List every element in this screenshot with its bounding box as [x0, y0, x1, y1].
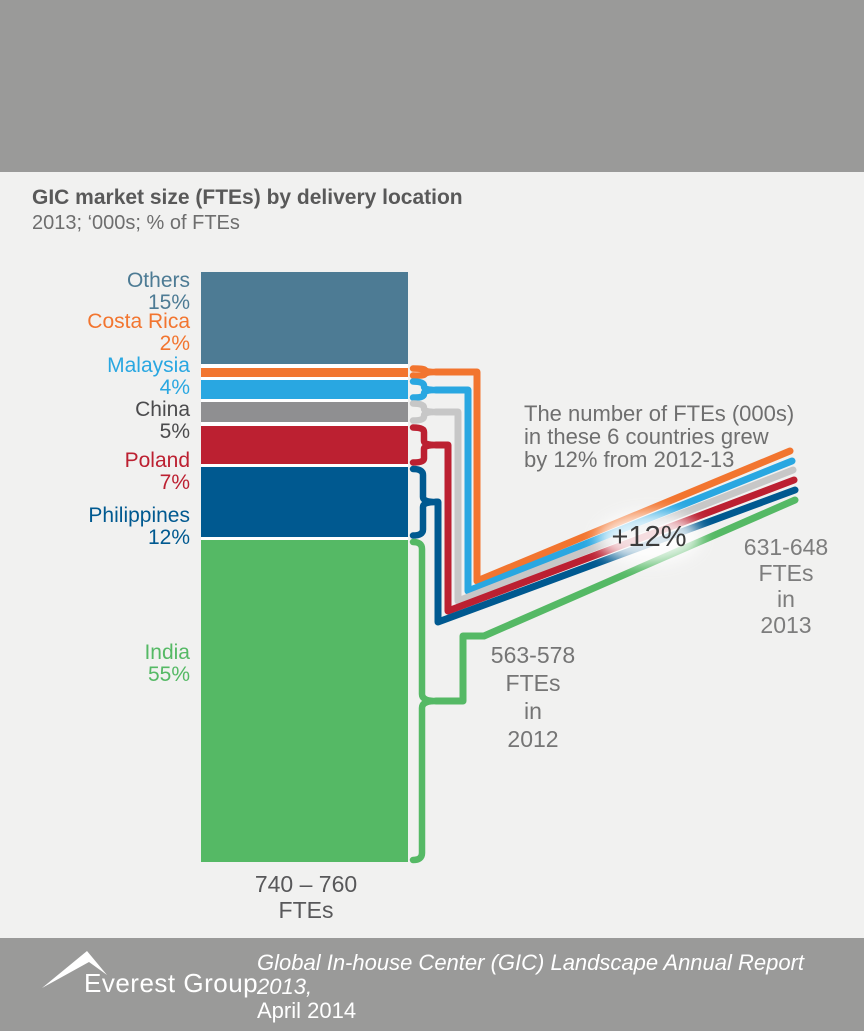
bar-label-malaysia-pct: 4%: [159, 376, 190, 399]
bar-label-poland-name: Poland: [124, 449, 190, 472]
growth-annotation: The number of FTEs (000s) in these 6 cou…: [524, 402, 824, 471]
footer-report-line2: April 2014: [257, 998, 357, 1023]
bar-segment-malaysia: [201, 380, 408, 399]
bar-background: [201, 272, 408, 862]
bar-label-india-name: India: [144, 641, 190, 664]
bar-label-poland-pct: 7%: [159, 471, 190, 494]
bar-label-costa-rica-pct: 2%: [159, 332, 190, 355]
footer-report-line1: Global In-house Center (GIC) Landscape A…: [257, 950, 805, 999]
fte-label-2013: 631-648 FTEs in 2013: [726, 534, 846, 638]
bar-segment-india: [201, 540, 408, 862]
fte-2013-year: 2013: [760, 612, 812, 638]
bar-label-india: India 55%: [0, 642, 190, 686]
growth-badge: +12%: [611, 521, 687, 553]
footer-report-citation: Global In-house Center (GIC) Landscape A…: [257, 951, 837, 1023]
growth-annotation-line3: by 12% from 2012-13: [524, 447, 735, 472]
bracket-malaysia: [409, 378, 440, 401]
fte-2012-year: 2012: [507, 726, 559, 752]
bar-segment-poland: [201, 426, 408, 464]
fte-2013-in: in: [777, 586, 795, 612]
fte-2013-unit: FTEs: [758, 560, 814, 586]
bar-label-philippines: Philippines 12%: [0, 505, 190, 549]
bar-label-china-pct: 5%: [159, 420, 190, 443]
bar-total-unit: FTEs: [278, 897, 334, 923]
bar-label-others: Others 15%: [0, 270, 190, 314]
footer-brand: Everest Group: [84, 968, 259, 998]
fte-label-2012: 563-578 FTEs in 2012: [473, 641, 593, 753]
bar-label-china-name: China: [135, 398, 190, 421]
bracket-philippines: [409, 465, 440, 539]
chart-subtitle: 2013; ‘000s; % of FTEs: [32, 212, 240, 234]
bar-label-malaysia-name: Malaysia: [107, 354, 190, 377]
growth-annotation-line1: The number of FTEs (000s): [524, 401, 795, 426]
fte-2012-in: in: [524, 698, 542, 724]
bar-label-costa-rica: Costa Rica 2%: [0, 311, 190, 355]
bar-label-philippines-name: Philippines: [88, 504, 190, 527]
bar-total-range: 740 – 760: [254, 871, 358, 897]
bar-label-philippines-pct: 12%: [147, 526, 190, 549]
bar-label-poland: Poland 7%: [0, 450, 190, 494]
bar-segment-others: [201, 272, 408, 364]
bracket-costa-rica: [409, 365, 440, 379]
bracket-poland: [409, 424, 440, 466]
bar-segment-philippines: [201, 467, 408, 537]
bar-segment-costa-rica: [201, 368, 408, 377]
bar-segment-china: [201, 402, 408, 422]
bar-label-malaysia: Malaysia 4%: [0, 355, 190, 399]
bar-label-india-pct: 55%: [147, 663, 190, 686]
bar-label-china: China 5%: [0, 399, 190, 443]
header-band: [0, 0, 864, 172]
fte-2012-range: 563-578: [490, 642, 576, 668]
fte-2013-range: 631-648: [743, 534, 829, 560]
bracket-india: [409, 538, 440, 864]
chart-title: GIC market size (FTEs) by delivery locat…: [32, 186, 463, 209]
bar-total-label: 740 – 760 FTEs: [226, 871, 386, 923]
footer-band: [0, 938, 864, 1031]
fte-2012-unit: FTEs: [505, 670, 561, 696]
bracket-china: [409, 400, 440, 424]
bar-label-costa-rica-name: Costa Rica: [87, 310, 190, 333]
bar-label-others-pct: 15%: [147, 291, 190, 314]
growth-annotation-line2: in these 6 countries grew: [524, 424, 769, 449]
bar-label-others-name: Others: [126, 269, 190, 292]
